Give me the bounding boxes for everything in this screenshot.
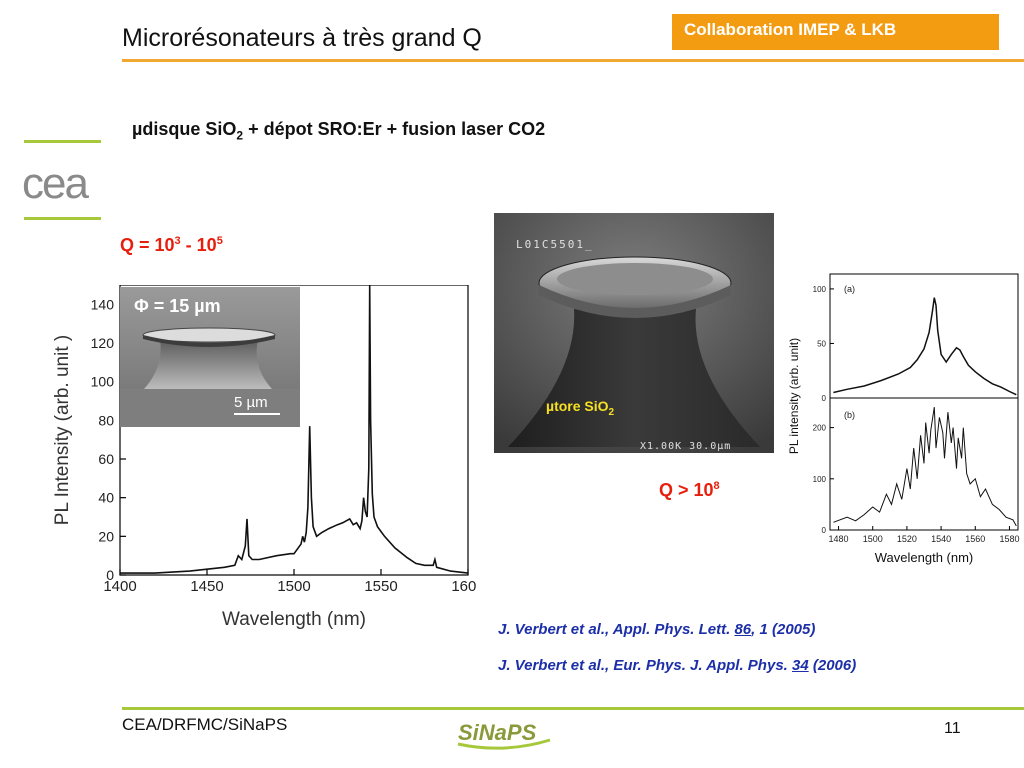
chart-left-ytick-label: 80 [98,412,114,428]
chart-right-xtick-label: 1500 [863,534,883,544]
disk-diameter-label: Φ = 15 µm [134,296,221,316]
toroid-footer-text: X1.00K 30.0µm [640,441,731,452]
reference-2-volume[interactable]: 34 [792,657,809,674]
chart-right-ytick-label-a: 50 [817,339,826,348]
disk-scale-label: 5 µm [234,394,268,411]
chart-left-ytick-label: 120 [91,335,115,351]
chart-left-xtick-label: 1500 [277,578,310,595]
q-high-prefix: Q > 10 [659,480,714,500]
reference-1-text: J. Verbert et al., Appl. Phys. Lett. [498,621,735,638]
cea-logo: cea [22,159,91,206]
toroid-sem-image: L01C5501_ µtore SiO2 X1.00K 30.0µm [494,213,774,453]
chart-left-ytick-label: 140 [91,296,115,312]
chart-right-ytick-label-a: 0 [822,394,827,403]
chart-right-xlabel: Wavelength (nm) [875,550,974,565]
toroid-label: µtore SiO2 [546,398,615,418]
chart-left-ytick-label: 100 [91,374,115,390]
reference-1: J. Verbert et al., Appl. Phys. Lett. 86,… [498,621,815,638]
heading-prefix: µdisque SiO [132,119,237,139]
toroid-header-text: L01C5501_ [516,238,594,251]
chart-left-ytick-label: 20 [98,528,114,544]
reference-2-text: J. Verbert et al., Eur. Phys. J. Appl. P… [498,657,792,674]
reference-1-volume[interactable]: 86 [734,621,752,638]
cea-logo-rule-top [24,140,101,143]
chart-right-ytick-label-a: 100 [813,285,827,294]
sinaps-logo-text: SiNaPS [458,720,537,745]
reference-2: J. Verbert et al., Eur. Phys. J. Appl. P… [498,657,856,674]
sinaps-logo: SiNaPS [454,714,554,752]
heading-subscript: 2 [236,128,244,143]
chart-right-ytick-label-b: 200 [813,424,827,433]
chart-left-ylabel: PL Intensity (arb. unit ) [52,335,73,525]
chart-left-xtick-label: 1400 [103,578,136,595]
chart-right-panel-b-frame [829,397,1019,531]
chart-left-ytick-label: 40 [98,490,114,506]
chart-right-panel-b-label: (b) [844,410,855,420]
chart-left-xtick-label: 1450 [190,578,223,595]
q-high-exp: 8 [713,480,720,492]
chart-right-panel-a-line [833,297,1017,396]
chart-right-xtick-label: 1480 [829,534,849,544]
cea-logo-text: cea [22,159,89,206]
reference-2-tail: (2006) [808,657,857,674]
disk-sem-inset: Φ = 15 µm 5 µm [120,287,300,427]
q-factor-high: Q > 108 [659,480,720,501]
pl-comparison-chart: 0 50 100 0 100 200 1480 1500 1520 1540 1560 1580 (a… [786,268,1024,568]
heading-suffix: + dépot SRO:Er + fusion laser CO2 [243,119,546,139]
chart-left-ytick-label: 60 [98,451,114,467]
chart-left-xtick-label: 1550 [364,578,397,595]
chart-left-series-line [120,285,469,574]
chart-right-xtick-label: 1560 [965,534,985,544]
footer-rule [122,707,1024,710]
q-factor-low: Q = 103 - 105 [120,235,223,256]
section-heading: µdisque SiO2 + dépot SRO:Er + fusion las… [132,119,545,143]
q-low-exp2: 5 [216,235,223,247]
chart-right-xtick-label: 1520 [897,534,917,544]
chart-right-panel-a-label: (a) [844,284,855,294]
chart-right-ytick-label-b: 0 [822,526,827,535]
chart-right-ytick-label-b: 100 [813,475,827,484]
chart-right-xtick-label: 1540 [931,534,951,544]
slide-title: Microrésonateurs à très grand Q [122,24,482,52]
reference-1-tail: , 1 (2005) [751,621,816,638]
chart-left-ytick-label: 0 [106,567,114,583]
collaboration-badge: Collaboration IMEP & LKB [672,14,999,50]
title-rule [122,59,1024,62]
q-low-prefix: Q = 10 [120,235,175,255]
chart-right-xtick-label: 1580 [999,534,1019,544]
q-low-mid: - 10 [180,235,217,255]
chart-right-panel-b-line [833,407,1017,527]
q-low-exp1: 3 [174,235,181,247]
cea-logo-rule-bottom [24,217,101,220]
page-number: 11 [944,720,961,737]
chart-left-xlabel: Wavelength (nm) [222,609,366,630]
footer-organization: CEA/DRFMC/SiNaPS [122,715,288,734]
chart-right-ylabel: PL intensity (arb. unit) [787,338,801,454]
